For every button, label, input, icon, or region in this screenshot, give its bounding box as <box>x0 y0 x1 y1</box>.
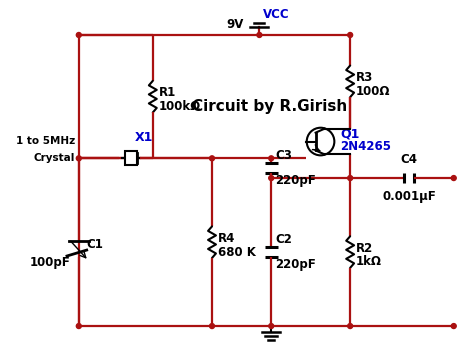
Text: C4: C4 <box>401 153 418 166</box>
Text: R4: R4 <box>218 232 235 245</box>
Circle shape <box>210 156 214 161</box>
Text: R3: R3 <box>356 71 373 84</box>
Text: 680 K: 680 K <box>218 245 256 258</box>
Circle shape <box>76 323 81 329</box>
Text: 220pF: 220pF <box>275 174 316 187</box>
Circle shape <box>348 33 352 37</box>
Text: 2N4265: 2N4265 <box>340 140 391 153</box>
Text: X1: X1 <box>135 131 153 144</box>
Text: R1: R1 <box>159 86 176 99</box>
Text: Circuit by R.Girish: Circuit by R.Girish <box>192 98 347 114</box>
Circle shape <box>451 323 456 329</box>
Text: C1: C1 <box>86 238 104 251</box>
Text: VCC: VCC <box>263 8 290 21</box>
Circle shape <box>210 323 214 329</box>
Text: 220pF: 220pF <box>275 258 316 271</box>
Text: 100kΩ: 100kΩ <box>159 100 201 113</box>
Circle shape <box>269 176 274 180</box>
Text: 100Ω: 100Ω <box>356 85 391 98</box>
Text: C2: C2 <box>275 233 292 246</box>
Text: 100pF: 100pF <box>30 256 71 269</box>
Circle shape <box>348 323 352 329</box>
Circle shape <box>348 176 352 180</box>
Circle shape <box>269 323 274 329</box>
Circle shape <box>451 176 456 180</box>
Circle shape <box>76 156 81 161</box>
Text: Crystal: Crystal <box>33 153 75 163</box>
Text: R2: R2 <box>356 242 373 254</box>
Circle shape <box>76 33 81 37</box>
Text: 9V: 9V <box>226 18 244 31</box>
Text: C3: C3 <box>275 149 292 162</box>
Text: 1 to 5MHz: 1 to 5MHz <box>16 136 75 147</box>
Circle shape <box>257 33 262 37</box>
Bar <box>125 151 137 165</box>
Text: 0.001μF: 0.001μF <box>383 190 436 203</box>
Text: 1kΩ: 1kΩ <box>356 256 382 268</box>
Circle shape <box>269 156 274 161</box>
Text: Q1: Q1 <box>340 127 359 140</box>
